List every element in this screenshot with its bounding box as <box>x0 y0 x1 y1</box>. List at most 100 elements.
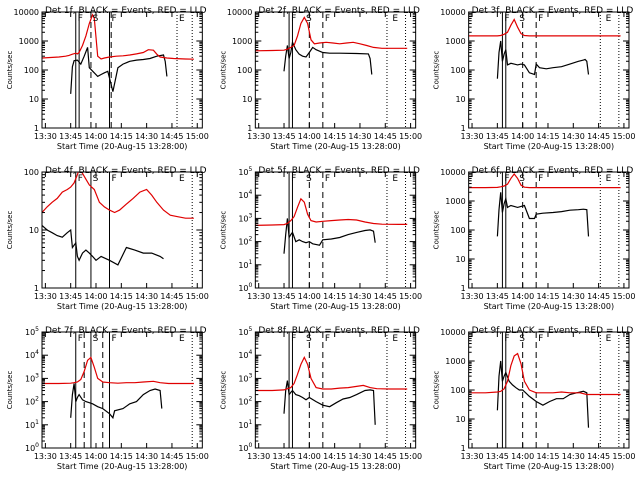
x-tick-label: 13:30 <box>247 132 270 141</box>
x-tick-label: 13:30 <box>461 292 484 301</box>
region-label: S <box>306 174 312 184</box>
y-tick-label: 100 <box>24 66 39 75</box>
x-tick-label: 14:15 <box>323 132 346 141</box>
y-tick-label: 10000 <box>440 168 465 177</box>
x-tick-label: 14:45 <box>587 292 610 301</box>
events-series-line <box>496 192 590 237</box>
x-tick-label: 14:00 <box>298 292 321 301</box>
y-tick-label: 10 <box>242 95 252 104</box>
plot-frame <box>468 11 630 129</box>
region-label: F <box>291 14 296 24</box>
x-tick-label: 13:45 <box>486 132 509 141</box>
y-tick-label: 105 <box>238 326 252 337</box>
region-label: F <box>504 334 509 344</box>
plot-frame <box>254 11 417 129</box>
events-series-line <box>283 40 373 75</box>
x-tick-label: 13:30 <box>461 132 484 141</box>
plot-frame <box>468 331 630 449</box>
y-tick-label: 1 <box>461 444 466 453</box>
x-tick-label: 15:00 <box>186 132 209 141</box>
plot-frame <box>41 171 203 289</box>
y-tick-label: 1000 <box>445 357 465 366</box>
region-label: S <box>519 334 525 344</box>
x-tick-label: 14:15 <box>536 132 559 141</box>
y-tick-label: 100 <box>25 442 39 453</box>
region-label: F <box>112 14 117 24</box>
region-label: E <box>179 174 185 184</box>
region-label: S <box>93 14 99 24</box>
region-label: F <box>78 14 83 24</box>
region-label: F <box>325 334 330 344</box>
x-tick-label: 14:15 <box>110 452 133 461</box>
x-tick-label: 13:30 <box>34 292 57 301</box>
region-label: F <box>538 174 543 184</box>
x-tick-label: 15:00 <box>612 132 635 141</box>
x-tick-label: 13:30 <box>34 452 57 461</box>
detector-panel: 13:30 13:45 14:00 14:15 14:30 14:45 15:00 1 10 10… <box>219 6 422 151</box>
x-tick-label: 14:00 <box>511 292 534 301</box>
y-tick-label: 100 <box>24 168 39 177</box>
panel-title: Det 9f, BLACK = Events, RED = LLD <box>472 326 634 336</box>
events-series-line <box>70 383 163 420</box>
x-tick-label: 14:45 <box>160 452 183 461</box>
y-tick-label: 10000 <box>440 328 465 337</box>
panel-title: Det 2f, BLACK = Events, RED = LLD <box>258 6 420 16</box>
y-tick-label: 104 <box>238 349 252 360</box>
panel-title: Det 8f, BLACK = Events, RED = LLD <box>258 326 420 336</box>
x-tick-label: 13:45 <box>272 292 295 301</box>
y-tick-label: 104 <box>238 189 252 200</box>
x-tick-label: 14:45 <box>374 452 397 461</box>
events-series-line <box>496 40 590 79</box>
panel-title: Det 5f, BLACK = Events, RED = LLD <box>258 166 420 176</box>
x-tick-label: 14:00 <box>84 292 107 301</box>
panel-title: Det 3f, BLACK = Events, RED = LLD <box>472 6 634 16</box>
x-tick-label: 15:00 <box>612 452 635 461</box>
lld-series-line <box>468 173 621 189</box>
x-tick-label: 14:15 <box>323 292 346 301</box>
region-label: F <box>325 174 330 184</box>
x-tick-label: 14:30 <box>348 292 371 301</box>
x-tick-label: 13:45 <box>59 452 82 461</box>
x-tick-label: 13:45 <box>272 452 295 461</box>
y-tick-label: 1 <box>247 124 252 133</box>
x-tick-label: 13:45 <box>59 292 82 301</box>
x-tick-label: 14:45 <box>587 132 610 141</box>
detector-panel: 13:30 13:45 14:00 14:15 14:30 14:45 15:00 100 10… <box>6 326 209 471</box>
detector-panel: 13:30 13:45 14:00 14:15 14:30 14:45 15:00 1 10 10… <box>6 6 209 151</box>
y-tick-label: 1000 <box>19 37 39 46</box>
y-tick-label: 100 <box>450 226 465 235</box>
region-label: E <box>606 14 612 24</box>
y-axis-label: Counts/sec <box>433 371 441 410</box>
region-label: F <box>538 14 543 24</box>
x-axis-label: Start Time (20-Aug-15 13:28:00) <box>57 462 188 471</box>
y-tick-label: 1000 <box>445 37 465 46</box>
panel-title: Det 6f, BLACK = Events, RED = LLD <box>472 166 634 176</box>
x-tick-label: 14:45 <box>160 132 183 141</box>
region-label: E <box>179 334 185 344</box>
plot-frame <box>254 171 417 289</box>
x-tick-label: 14:30 <box>562 292 585 301</box>
panel-title: Det 4f, BLACK = Events, RED = LLD <box>45 166 207 176</box>
region-label: F <box>291 174 296 184</box>
x-tick-label: 13:30 <box>247 452 270 461</box>
detector-panel: 13:30 13:45 14:00 14:15 14:30 14:45 15:00 1 10 10… <box>433 326 636 471</box>
x-tick-label: 14:45 <box>374 292 397 301</box>
y-tick-label: 100 <box>238 282 252 293</box>
y-tick-label: 101 <box>238 259 252 270</box>
region-label: F <box>78 334 83 344</box>
region-label: F <box>112 334 117 344</box>
plot-frame <box>254 331 417 449</box>
lld-series-line <box>42 356 194 385</box>
x-tick-label: 14:15 <box>110 132 133 141</box>
x-axis-label: Start Time (20-Aug-15 13:28:00) <box>270 142 401 151</box>
x-tick-label: 13:30 <box>247 292 270 301</box>
detector-panel: 13:30 13:45 14:00 14:15 14:30 14:45 15:00 100 10… <box>219 326 422 471</box>
plot-frame <box>41 11 203 129</box>
y-tick-label: 1000 <box>232 37 252 46</box>
x-axis-label: Start Time (20-Aug-15 13:28:00) <box>57 142 188 151</box>
lld-series-line <box>42 13 194 60</box>
y-tick-label: 10000 <box>14 8 39 17</box>
y-tick-label: 1000 <box>445 197 465 206</box>
events-series-line <box>283 380 376 425</box>
x-tick-label: 14:45 <box>374 132 397 141</box>
